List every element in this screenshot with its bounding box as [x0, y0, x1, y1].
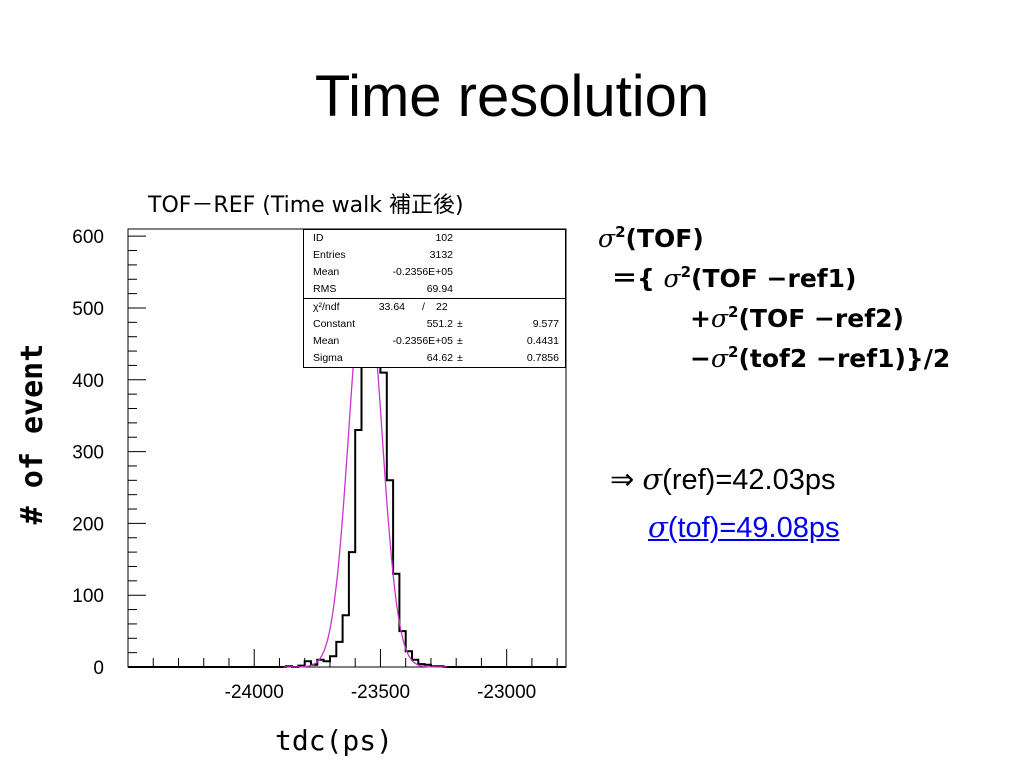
chi2-slash: /	[422, 301, 425, 313]
formula-text: (TOF −ref2)	[738, 304, 904, 333]
implies-arrow: ⇒	[610, 464, 643, 496]
x-axis: -24000 -23500 -23000	[152, 649, 558, 703]
chi2-value: 33.64	[378, 301, 405, 313]
stats-row-fit-mean: Mean -0.2356E+05 ± 0.4431	[304, 333, 565, 350]
formula-text: (TOF)	[625, 224, 704, 253]
superscript: 2	[728, 303, 739, 321]
formula-prefix: ＝{	[612, 264, 664, 293]
sigma-symbol: σ	[710, 344, 729, 373]
formula-line-2: ＝{ σ2(TOF −ref1)	[612, 254, 856, 297]
y-tick-label: 200	[72, 514, 104, 535]
stats-row-sigma: Sigma 64.62 ± 0.7856	[304, 350, 565, 367]
stats-value: 69.94	[426, 283, 453, 295]
superscript: 2	[615, 223, 626, 241]
plus-minus: ±	[457, 352, 463, 364]
formula-prefix: −	[690, 344, 711, 373]
x-tick-label: -23500	[351, 682, 410, 703]
sigma-symbol: σ	[648, 510, 668, 544]
sigma-symbol: σ	[710, 304, 729, 333]
stats-value: 102	[435, 232, 453, 244]
stats-label: Entries	[313, 249, 346, 261]
y-tick-label: 500	[72, 299, 104, 320]
stats-value: 64.62	[426, 352, 453, 364]
stats-label: Constant	[313, 318, 356, 330]
stats-label: ID	[313, 232, 324, 244]
y-axis: 0 100 200 300 400 500 600	[72, 227, 146, 679]
formula-line-4: −σ2(tof2 −ref1)}/2	[690, 334, 950, 377]
x-axis-label: tdc(ps)	[275, 724, 393, 757]
chi2-label: χ²/ndf	[313, 301, 340, 313]
sigma-symbol: σ	[642, 462, 663, 496]
y-tick-label: 100	[72, 586, 104, 607]
stats-label: Mean	[313, 266, 340, 278]
formula-text: (tof2 −ref1)}/2	[738, 344, 951, 373]
stats-row-constant: Constant 551.2 ± 9.577	[304, 316, 565, 333]
stats-divider	[304, 298, 565, 299]
slide-title: Time resolution	[314, 64, 710, 129]
stats-box: ID 102 Entries 3132 Mean -0.2356E+05 RMS…	[303, 229, 566, 368]
chart-title: TOF－REF (Time walk 補正後)	[147, 193, 464, 218]
stats-row-entries: Entries 3132	[304, 247, 565, 264]
ndf-value: 22	[436, 301, 448, 313]
y-tick-label: 600	[72, 227, 104, 248]
superscript: 2	[728, 343, 739, 361]
stats-error: 0.4431	[526, 335, 559, 347]
superscript: 2	[680, 263, 692, 281]
y-axis-label: # of event	[15, 344, 50, 525]
result-ref: ⇒ σ(ref)=42.03ps	[610, 460, 835, 499]
formula-line-3: +σ2(TOF −ref2)	[690, 294, 904, 337]
stats-value: -0.2356E+05	[392, 335, 453, 347]
result-tof-link[interactable]: σ(tof)=49.08ps	[648, 508, 840, 547]
formula-prefix: +	[690, 304, 711, 333]
stats-value: 3132	[429, 249, 453, 261]
stats-value: -0.2356E+05	[392, 266, 453, 278]
stats-label: Mean	[313, 335, 340, 347]
formula-line-1: σ2(TOF)	[598, 214, 704, 257]
y-tick-label: 300	[72, 443, 104, 464]
result-ref-text: (ref)=42.03ps	[662, 464, 836, 496]
y-tick-label: 0	[93, 658, 104, 679]
x-tick-label: -23000	[477, 682, 536, 703]
y-tick-label: 400	[72, 371, 104, 392]
result-tof-text: (tof)=49.08ps	[667, 512, 840, 544]
x-tick-label: -24000	[225, 682, 284, 703]
sigma-symbol: σ	[663, 264, 681, 293]
stats-row-rms: RMS 69.94	[304, 281, 565, 298]
formula-text: (TOF −ref1)	[691, 264, 857, 293]
stats-error: 9.577	[532, 318, 559, 330]
stats-error: 0.7856	[526, 352, 559, 364]
stats-row-mean: Mean -0.2356E+05	[304, 264, 565, 281]
sigma-symbol: σ	[598, 224, 616, 253]
stats-row-chi2: χ²/ndf 33.64 / 22	[304, 299, 565, 316]
plus-minus: ±	[457, 318, 463, 330]
plus-minus: ±	[457, 335, 463, 347]
stats-label: Sigma	[313, 352, 343, 364]
stats-label: RMS	[313, 283, 337, 295]
stats-value: 551.2	[426, 318, 453, 330]
stats-row-id: ID 102	[304, 230, 565, 247]
